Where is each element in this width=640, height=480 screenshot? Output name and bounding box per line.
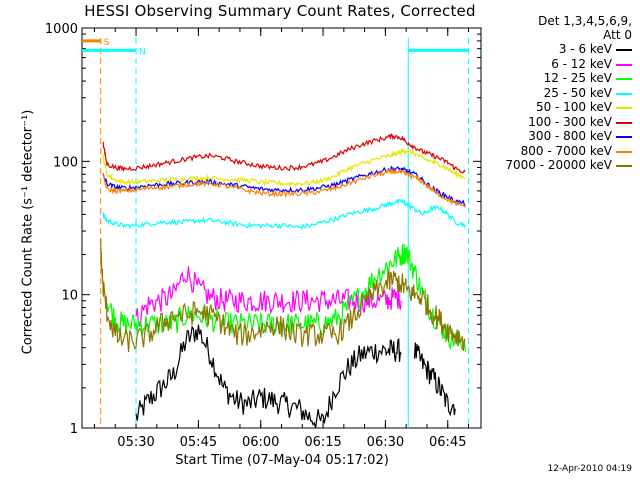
chart-title: HESSI Observing Summary Count Rates, Cor… [84, 2, 476, 20]
plot-frame [81, 27, 482, 429]
legend-label: 6 - 12 keV [551, 56, 612, 71]
legend-label: 7000 - 20000 keV [505, 158, 612, 172]
legend-label: 3 - 6 keV [558, 42, 612, 56]
series-line [413, 342, 456, 417]
x-tick-label: 05:30 [117, 435, 154, 450]
legend-label: 25 - 50 keV [543, 85, 612, 100]
legend-entry: 7000 - 20000 keV [486, 158, 636, 173]
legend: Det 1,3,4,5,6,9, Att 0 3 - 6 keV 6 - 12 k… [486, 14, 636, 173]
legend-swatch [616, 121, 632, 124]
series-line [102, 165, 466, 207]
status-flag: S [104, 38, 110, 48]
y-tick-label: 1 [70, 422, 78, 437]
legend-header-line-2: Att 0 [603, 28, 632, 42]
series-line [102, 167, 466, 208]
legend-swatch [616, 78, 632, 80]
x-tick-label: 06:30 [367, 435, 404, 450]
x-tick-label: 06:15 [304, 435, 341, 450]
series-line [135, 266, 402, 328]
legend-label: 12 - 25 keV [543, 71, 612, 85]
legend-entry: 800 - 7000 keV [486, 144, 636, 159]
series-line [102, 133, 466, 174]
legend-entry: 300 - 800 keV [486, 129, 636, 144]
legend-entry: 50 - 100 keV [486, 100, 636, 115]
y-tick-label: 1000 [45, 22, 78, 37]
legend-label: 300 - 800 keV [528, 129, 612, 143]
y-tick-label: 10 [61, 289, 78, 304]
legend-swatch [616, 107, 632, 109]
series-line [102, 147, 466, 187]
legend-entry: 25 - 50 keV [486, 86, 636, 101]
x-tick-label: 06:00 [242, 435, 279, 450]
legend-header-line-1: Det 1,3,4,5,6,9, [538, 14, 632, 28]
legend-swatch [616, 150, 632, 153]
x-tick-label: 05:45 [180, 435, 217, 450]
legend-swatch [616, 165, 632, 167]
series-line [102, 198, 466, 231]
legend-entry: 3 - 6 keV [486, 42, 636, 57]
x-axis-label: Start Time (07-May-04 05:17:02) [175, 453, 389, 468]
series-line [135, 324, 402, 429]
legend-entry: 100 - 300 keV [486, 115, 636, 130]
y-tick-label: 100 [53, 155, 78, 170]
legend-entry: 12 - 25 keV [486, 71, 636, 86]
x-tick-label: 06:45 [429, 435, 466, 450]
status-flag: N [139, 47, 146, 57]
footer-timestamp: 12-Apr-2010 04:19 [547, 464, 632, 474]
legend-entry: 6 - 12 keV [486, 57, 636, 72]
series-line [100, 238, 466, 353]
legend-label: 100 - 300 keV [528, 114, 612, 129]
legend-label: 800 - 7000 keV [520, 143, 612, 158]
legend-swatch [616, 49, 632, 51]
legend-swatch [616, 92, 632, 95]
legend-swatch [616, 136, 632, 138]
legend-rows: 3 - 6 keV 6 - 12 keV 12 - 25 keV 25 - 50 ke… [486, 42, 636, 173]
legend-swatch [616, 63, 632, 66]
legend-label: 50 - 100 keV [535, 100, 612, 114]
